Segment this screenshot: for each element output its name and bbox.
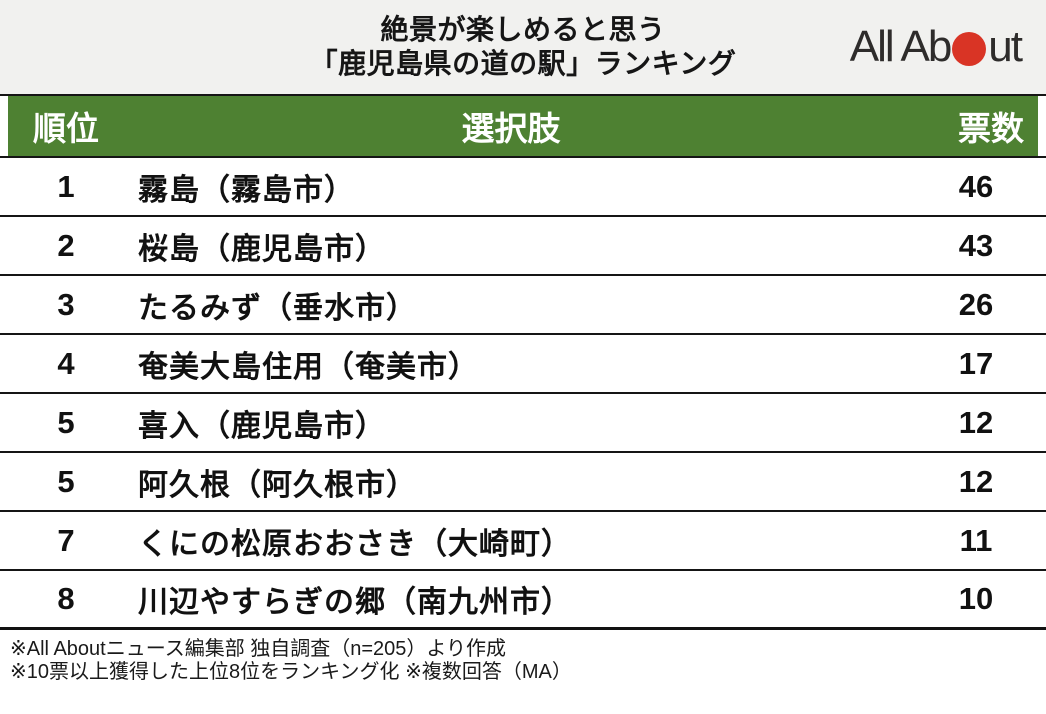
logo-text-left: All Ab	[849, 22, 953, 71]
title-line-2: 「鹿児島県の道の駅」ランキング	[309, 48, 737, 79]
table-header-wrap: 順位 選択肢 票数	[0, 96, 1046, 158]
table-row: 5 喜入（鹿児島市） 12	[0, 394, 1046, 453]
table-row: 2 桜島（鹿児島市） 43	[0, 217, 1046, 276]
table-row: 4 奄美大島住用（奄美市） 17	[0, 335, 1046, 394]
rank-cell: 5	[57, 404, 75, 440]
choice-cell: 川辺やすらぎの郷（南九州市）	[138, 586, 572, 619]
rank-cell: 7	[57, 522, 75, 558]
footnotes: ※All Aboutニュース編集部 独自調査（n=205）より作成 ※10票以上…	[0, 630, 1046, 684]
rank-cell: 2	[57, 227, 75, 263]
page-title: 絶景が楽しめると思う 「鹿児島県の道の駅」ランキング	[0, 13, 1046, 81]
table-row: 1 霧島（霧島市） 46	[0, 158, 1046, 217]
rank-cell: 4	[57, 345, 75, 381]
table-row: 7 くにの松原おおさき（大崎町） 11	[0, 512, 1046, 571]
votes-cell: 11	[959, 522, 993, 558]
column-header-rank: 順位	[33, 110, 99, 147]
rank-cell: 1	[57, 168, 75, 204]
rank-cell: 5	[57, 463, 75, 499]
choice-cell: くにの松原おおさき（大崎町）	[138, 527, 572, 561]
rank-cell: 3	[57, 286, 75, 322]
table-row: 3 たるみず（垂水市） 26	[0, 276, 1046, 335]
column-header-choice: 選択肢	[461, 110, 561, 147]
table-row: 5 阿久根（阿久根市） 12	[0, 453, 1046, 512]
allabout-logo: All Ab ut	[849, 0, 1023, 94]
choice-cell: 喜入（鹿児島市）	[138, 409, 386, 443]
votes-cell: 10	[958, 581, 994, 616]
table-header-row: 順位 選択肢 票数	[8, 96, 1038, 156]
choice-cell: 桜島（鹿児島市）	[138, 232, 386, 266]
title-band: 絶景が楽しめると思う 「鹿児島県の道の駅」ランキング All Ab ut	[0, 0, 1046, 96]
footnote-method: ※10票以上獲得した上位8位をランキング化 ※複数回答（MA）	[10, 661, 572, 683]
logo-text-right: ut	[988, 22, 1023, 71]
choice-cell: 霧島（霧島市）	[138, 173, 355, 207]
rank-cell: 8	[57, 581, 75, 616]
votes-cell: 43	[958, 227, 994, 263]
footnote-source: ※All Aboutニュース編集部 独自調査（n=205）より作成	[10, 638, 507, 660]
table-row: 8 川辺やすらぎの郷（南九州市） 10	[0, 571, 1046, 630]
logo-red-dot-icon	[952, 31, 987, 66]
votes-cell: 12	[958, 404, 994, 440]
choice-cell: 阿久根（阿久根市）	[138, 468, 417, 502]
title-line-1: 絶景が楽しめると思う	[380, 14, 666, 45]
column-header-votes: 票数	[958, 110, 1024, 147]
choice-cell: たるみず（垂水市）	[138, 291, 417, 325]
votes-cell: 26	[958, 286, 994, 322]
votes-cell: 12	[958, 463, 994, 499]
choice-cell: 奄美大島住用（奄美市）	[138, 350, 479, 384]
votes-cell: 46	[958, 168, 994, 204]
ranking-table-body: 1 霧島（霧島市） 46 2 桜島（鹿児島市） 43 3 たるみず（垂水市） 2…	[0, 158, 1046, 630]
votes-cell: 17	[958, 345, 994, 381]
